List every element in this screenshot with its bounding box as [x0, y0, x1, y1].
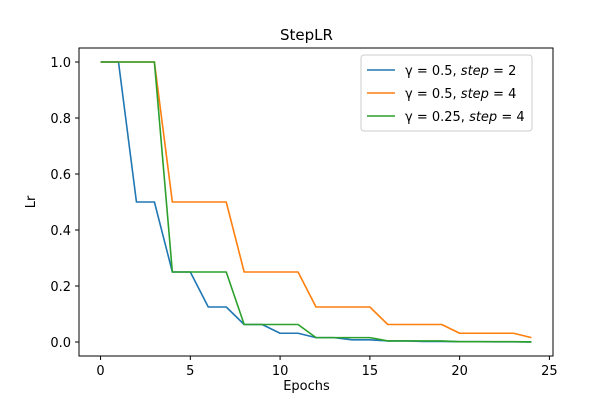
y-tick-label: 0.6 — [50, 168, 71, 183]
legend-entry: γ = 0.25, step = 4 — [405, 110, 525, 125]
y-tick-label: 0.0 — [50, 336, 71, 351]
x-tick-label: 20 — [451, 364, 468, 379]
legend-box — [360, 54, 533, 132]
x-tick-label: 10 — [272, 364, 289, 379]
x-tick-label: 25 — [541, 364, 558, 379]
y-tick-label: 0.8 — [50, 112, 71, 127]
x-axis: 0 5 10 15 20 25 — [96, 356, 558, 379]
series-line-3 — [100, 61, 532, 343]
y-tick-label: 1.0 — [50, 56, 71, 71]
y-tick-label: 0.2 — [50, 280, 71, 295]
y-axis: 0.0 0.2 0.4 0.6 0.8 1.0 — [50, 56, 79, 351]
x-tick-label: 5 — [186, 364, 194, 379]
legend-entry: γ = 0.5, step = 2 — [405, 64, 516, 79]
series-line-2 — [100, 61, 532, 339]
plot-frame — [78, 47, 554, 357]
x-axis-label: Epochs — [283, 379, 330, 394]
y-tick-label: 0.4 — [50, 224, 71, 239]
chart-title: StepLR — [280, 26, 333, 44]
series-layer — [100, 61, 532, 343]
x-tick-label: 0 — [96, 364, 104, 379]
x-tick-label: 15 — [362, 364, 379, 379]
legend: γ = 0.5, step = 2 γ = 0.5, step = 4 γ = 0.… — [360, 54, 533, 132]
legend-entry: γ = 0.5, step = 4 — [405, 87, 516, 102]
y-axis-label: Lr — [24, 195, 39, 208]
